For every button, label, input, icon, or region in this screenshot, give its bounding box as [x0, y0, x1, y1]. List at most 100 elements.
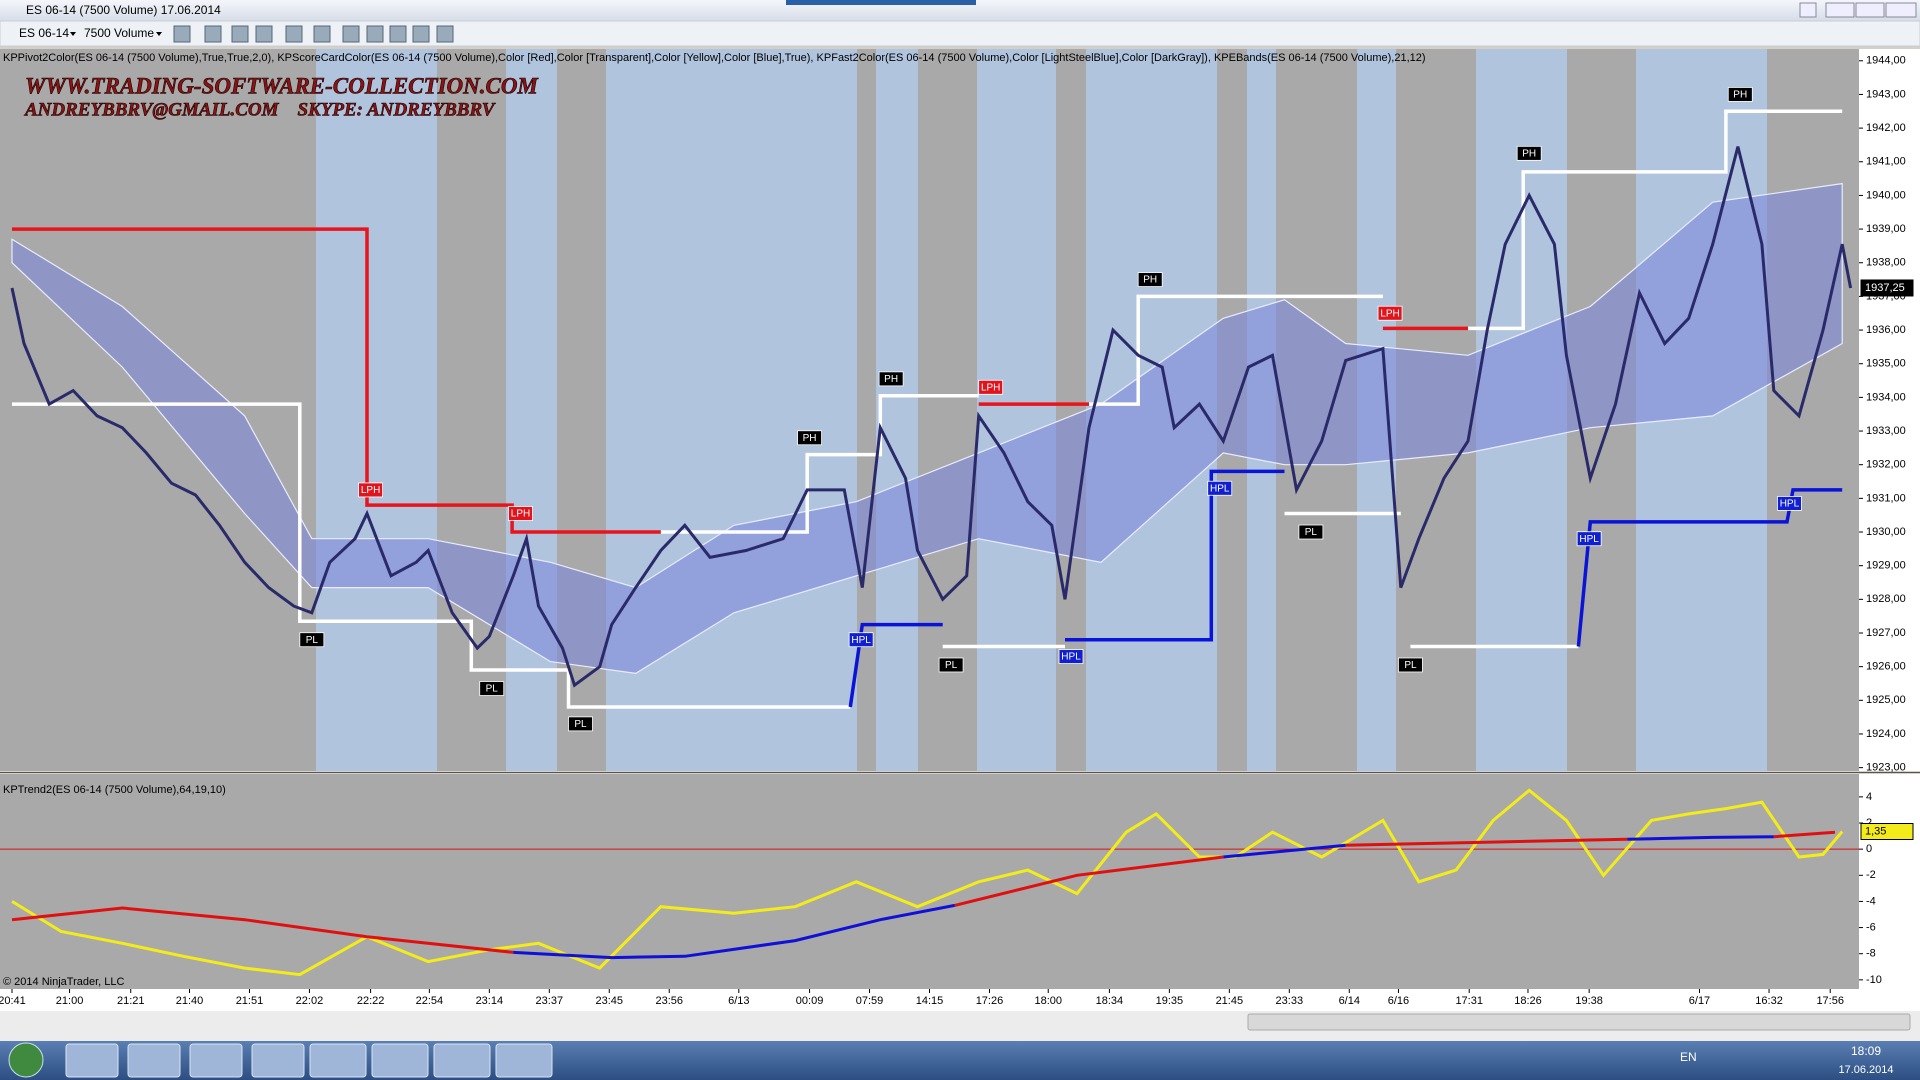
zoom-button[interactable] — [285, 25, 303, 43]
pivot-label: PL — [574, 719, 587, 730]
pivot-label-box — [1377, 305, 1403, 321]
series-line — [12, 227, 661, 534]
y-tick-label: 1939,00 — [1866, 223, 1906, 235]
clock-date[interactable]: 17.06.2014 — [1838, 1064, 1893, 1076]
interval-dropdown[interactable]: 7500 Volume — [84, 26, 154, 40]
instrument-dropdown[interactable]: ES 06-14 — [19, 26, 69, 40]
close-button[interactable] — [1885, 2, 1917, 18]
start-button[interactable] — [8, 1042, 44, 1078]
x-tick-label: 6/16 — [1388, 995, 1409, 1007]
x-tick-label: 23:14 — [476, 995, 504, 1007]
scrollbar-thumb[interactable] — [1247, 1013, 1911, 1031]
toolbar-icons — [173, 25, 454, 43]
y-tick-label: 1926,00 — [1866, 661, 1906, 673]
pivot-label-box — [938, 657, 964, 673]
y-tick-label: 1932,00 — [1866, 459, 1906, 471]
window-title: ES 06-14 (7500 Volume) 17.06.2014 — [26, 3, 221, 17]
last-value-label: 1,35 — [1865, 825, 1886, 837]
x-tick-label: 21:40 — [176, 995, 204, 1007]
x-tick-label: 22:54 — [416, 995, 444, 1007]
last-value-box — [1860, 279, 1914, 297]
search-button[interactable] — [313, 25, 331, 43]
pivot-label: HPL — [1210, 483, 1230, 494]
series-line — [954, 855, 1224, 907]
y-tick-label: 1927,00 — [1866, 627, 1906, 639]
x-tick-label: 6/17 — [1689, 995, 1710, 1007]
x-tick-label: 6/13 — [728, 995, 749, 1007]
x-tick-label: 23:37 — [536, 995, 564, 1007]
app-chrome[interactable] — [189, 1043, 243, 1078]
draw-button[interactable] — [204, 25, 222, 43]
strategies-button[interactable] — [366, 25, 384, 43]
series-line — [1576, 488, 1843, 647]
pivot-label: PH — [1522, 148, 1536, 159]
data-button[interactable] — [412, 25, 430, 43]
y-tick-label: 0 — [1866, 843, 1872, 855]
chart-style-button[interactable] — [173, 25, 191, 43]
indicators-button[interactable] — [342, 25, 360, 43]
pivot-label-box — [878, 371, 904, 387]
app-notepad[interactable] — [251, 1043, 305, 1078]
pivot-label-box — [1398, 657, 1423, 673]
pivot-label-box — [1298, 524, 1324, 540]
pivot-label-box — [1777, 496, 1802, 511]
x-tick-label: 19:35 — [1156, 995, 1184, 1007]
y-tick-label: 1941,00 — [1866, 156, 1906, 168]
language[interactable]: EN — [1680, 1050, 1697, 1064]
series-line — [1345, 837, 1628, 847]
series-line — [1065, 469, 1285, 642]
clock-time[interactable]: 18:09 — [1851, 1044, 1881, 1058]
pivot-label: HPL — [851, 635, 871, 646]
app-ninjatrader[interactable] — [495, 1043, 553, 1078]
y-tick-label: -2 — [1866, 869, 1876, 881]
series-line — [1627, 835, 1774, 841]
series-line — [660, 393, 979, 534]
x-tick-label: 17:56 — [1816, 995, 1844, 1007]
session-shading — [316, 49, 1767, 771]
title-bar — [0, 0, 1920, 21]
taskbar-apps — [65, 1043, 553, 1078]
x-tick-label: 00:09 — [796, 995, 824, 1007]
app-explorer[interactable] — [65, 1043, 119, 1078]
session-band — [876, 49, 918, 771]
app-search[interactable] — [127, 1043, 181, 1078]
y-tick-label: 1931,00 — [1866, 492, 1906, 504]
x-tick-label: 18:00 — [1034, 995, 1062, 1007]
properties-button[interactable] — [436, 25, 454, 43]
y-tick-label: 1928,00 — [1866, 593, 1906, 605]
pivot-label: PL — [1305, 527, 1318, 538]
x-tick-label: 17:31 — [1455, 995, 1483, 1007]
pivot-label: PH — [884, 374, 898, 385]
series-line — [1089, 294, 1383, 406]
x-tick-label: 14:15 — [916, 995, 944, 1007]
pivot-label-box — [479, 681, 505, 696]
series-line — [1773, 830, 1836, 839]
indicator-title: KPTrend2(ES 06-14 (7500 Volume),64,19,10… — [3, 784, 226, 796]
pivot-label: LPH — [511, 509, 530, 520]
pivot-label: LPH — [361, 485, 380, 496]
help-button[interactable] — [1799, 2, 1817, 18]
app-ninjatrader[interactable] — [433, 1043, 491, 1078]
x-tick-label: 16:32 — [1755, 995, 1783, 1007]
app-control[interactable] — [371, 1043, 429, 1078]
pivot-label: PL — [945, 660, 958, 671]
minimize-button[interactable] — [1825, 2, 1855, 18]
x-tick-label: 23:56 — [655, 995, 683, 1007]
pivot-label-box — [978, 379, 1004, 395]
templates-button[interactable] — [389, 25, 407, 43]
y-tick-label: 1942,00 — [1866, 122, 1906, 134]
last-value-label: 1937,25 — [1865, 282, 1905, 294]
pivot-label: HPL — [1579, 534, 1599, 545]
y-tick-label: 1925,00 — [1866, 694, 1906, 706]
y-tick-label: -8 — [1866, 948, 1876, 960]
tool-button[interactable] — [255, 25, 273, 43]
pivot-label: PH — [1143, 275, 1157, 286]
series-line — [513, 903, 955, 960]
app-save[interactable] — [309, 1043, 367, 1078]
tool-button[interactable] — [231, 25, 249, 43]
indicator-axis — [1859, 774, 1920, 989]
indicator-list: KPPivot2Color(ES 06-14 (7500 Volume),Tru… — [3, 52, 1426, 64]
maximize-button[interactable] — [1855, 2, 1885, 18]
watermark: WWW.TRADING-SOFTWARE-COLLECTION.COM — [25, 73, 539, 98]
